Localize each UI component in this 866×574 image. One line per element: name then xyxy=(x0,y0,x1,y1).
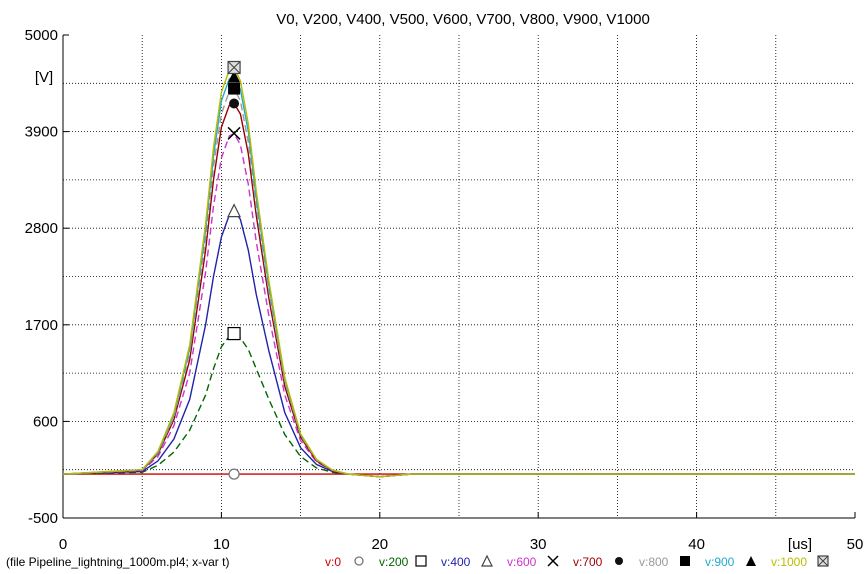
marker-square-hollow xyxy=(227,326,241,341)
x-tick-label: 10 xyxy=(213,536,230,553)
marker-square-hollow xyxy=(415,555,427,567)
legend-label: v:0 xyxy=(325,555,341,569)
legend: (file Pipeline_lightning_1000m.pl4; x-va… xyxy=(6,554,829,569)
legend-label: v:800 xyxy=(639,555,669,569)
marker-triangle-hollow xyxy=(481,554,493,567)
marker-x xyxy=(227,126,241,140)
legend-label: v:400 xyxy=(441,555,471,569)
axes: -500 600 1700 2800 3900 5000 0 10 20 30 40 50 xyxy=(25,27,864,553)
x-tick-label: 50 xyxy=(847,536,864,553)
plot-area xyxy=(62,60,855,480)
y-tick-label: 600 xyxy=(33,413,58,430)
marker-triangle-filled xyxy=(228,70,241,83)
y-tick-label: 5000 xyxy=(25,27,58,44)
marker-square-filled xyxy=(680,556,690,566)
marker-circle-filled xyxy=(615,557,623,565)
x-tick-label: 30 xyxy=(530,536,547,553)
x-axis-unit: [us] xyxy=(788,536,812,553)
legend-label: v:600 xyxy=(507,555,537,569)
footer-file-info: (file Pipeline_lightning_1000m.pl4; x-va… xyxy=(6,555,229,569)
marker-triangle-filled xyxy=(746,556,756,566)
series-line-v200 xyxy=(62,332,855,478)
marker-square-crossed xyxy=(817,555,829,567)
chart-title: V0, V200, V400, V500, V600, V700, V800, … xyxy=(276,11,650,28)
legend-label: v:700 xyxy=(573,555,603,569)
x-tick-label: 0 xyxy=(59,536,67,553)
y-tick-label: -500 xyxy=(28,510,58,527)
marker-square-filled xyxy=(228,82,241,95)
marker-circle-hollow xyxy=(228,468,240,480)
marker-triangle-hollow xyxy=(227,203,242,218)
marker-circle-hollow xyxy=(354,556,364,566)
series-line-v400 xyxy=(62,209,855,478)
x-tick-label: 20 xyxy=(371,536,388,553)
x-tick-label: 40 xyxy=(688,536,705,553)
marker-circle-filled xyxy=(229,98,240,109)
marker-square-crossed xyxy=(227,60,241,75)
y-tick-label: 2800 xyxy=(25,220,58,237)
legend-label: v:900 xyxy=(705,555,735,569)
marker-x xyxy=(547,555,559,567)
y-tick-label: 3900 xyxy=(25,124,58,141)
grid xyxy=(63,35,855,518)
y-axis-unit: [V] xyxy=(35,69,53,86)
y-tick-label: 1700 xyxy=(25,317,58,334)
series-line-v1000 xyxy=(62,66,855,478)
legend-label: v:200 xyxy=(379,555,409,569)
legend-label: v:1000 xyxy=(771,555,807,569)
